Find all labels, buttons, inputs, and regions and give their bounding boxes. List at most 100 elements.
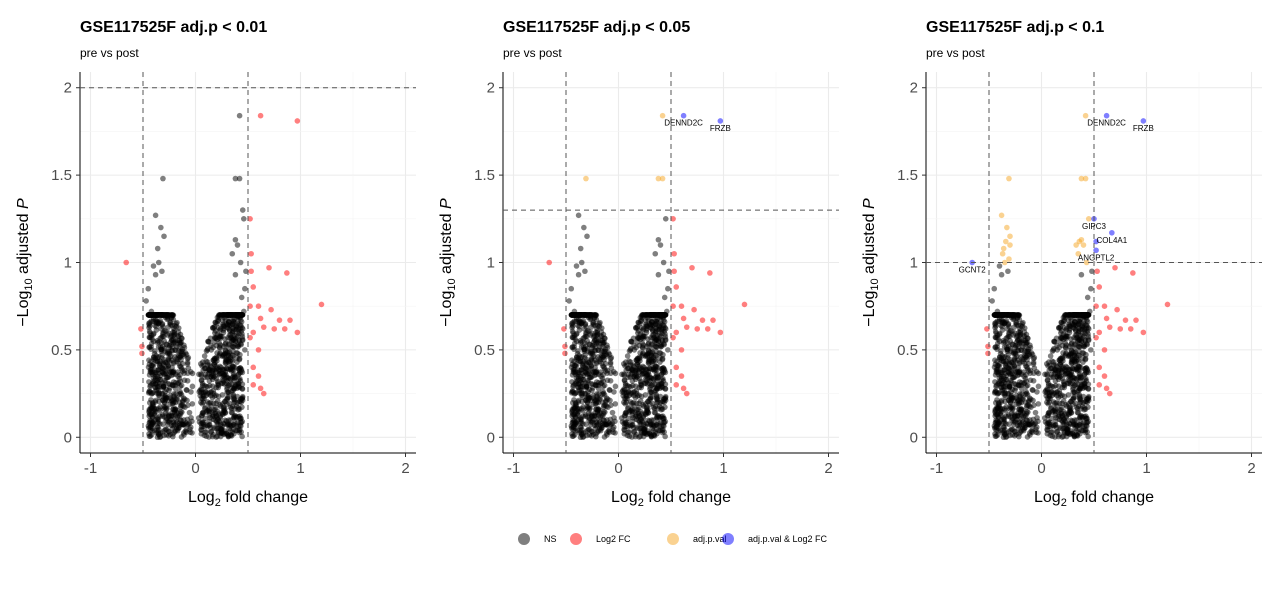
data-point xyxy=(640,333,647,340)
data-point xyxy=(1054,429,1060,435)
data-point xyxy=(621,377,628,384)
data-point xyxy=(645,348,652,354)
data-point xyxy=(226,417,232,423)
data-point xyxy=(612,430,618,436)
data-point xyxy=(653,367,660,373)
legend-label: NS xyxy=(544,534,557,544)
data-point xyxy=(689,264,695,271)
data-point xyxy=(640,345,646,352)
data-point xyxy=(217,345,223,352)
data-point xyxy=(585,404,591,411)
data-point xyxy=(180,422,187,428)
data-point xyxy=(573,363,580,370)
x-tick-label: 2 xyxy=(401,460,409,477)
data-point xyxy=(177,340,184,346)
data-point xyxy=(1071,389,1077,395)
data-point xyxy=(178,434,185,440)
data-point xyxy=(629,400,635,407)
data-point xyxy=(611,369,617,375)
data-point xyxy=(152,409,159,415)
data-point xyxy=(1024,434,1031,440)
data-point xyxy=(202,429,209,435)
data-point xyxy=(160,329,167,336)
data-point xyxy=(1083,415,1090,422)
data-point xyxy=(232,412,239,419)
data-point xyxy=(638,393,645,400)
data-point xyxy=(186,409,193,416)
data-point xyxy=(200,359,206,365)
data-point xyxy=(172,406,179,412)
data-point xyxy=(579,361,585,368)
data-point xyxy=(239,326,246,332)
gene-label: ANGPTL2 xyxy=(1078,253,1115,262)
data-point xyxy=(642,423,649,430)
data-point xyxy=(281,326,288,332)
data-point xyxy=(589,357,595,364)
data-point xyxy=(1067,312,1074,318)
data-point xyxy=(211,339,217,345)
data-point xyxy=(673,382,680,388)
data-point xyxy=(1088,347,1094,353)
data-point xyxy=(185,402,191,409)
data-point xyxy=(219,423,226,430)
data-point xyxy=(151,354,157,360)
data-point xyxy=(179,402,186,408)
data-point xyxy=(1085,216,1092,222)
data-point xyxy=(622,400,628,407)
data-point xyxy=(665,347,671,353)
data-point xyxy=(236,355,243,362)
data-point xyxy=(609,409,616,416)
data-point xyxy=(984,326,990,332)
data-point xyxy=(206,412,213,419)
y-tick-label: 0 xyxy=(487,429,495,446)
data-point xyxy=(123,259,129,266)
data-point xyxy=(631,347,638,353)
data-point xyxy=(181,353,187,359)
data-point xyxy=(1052,412,1059,419)
x-tick-label: 1 xyxy=(296,460,304,477)
data-point xyxy=(664,308,670,315)
data-point xyxy=(176,391,183,397)
data-point xyxy=(997,354,1003,360)
data-point xyxy=(1056,325,1062,331)
data-point xyxy=(673,364,680,371)
data-point xyxy=(1006,256,1012,262)
data-point xyxy=(219,321,226,328)
data-point xyxy=(1052,418,1059,424)
data-point xyxy=(1085,433,1091,440)
data-point xyxy=(678,347,685,353)
data-point xyxy=(680,112,687,119)
data-point xyxy=(645,371,652,378)
data-point xyxy=(1059,384,1066,391)
data-point xyxy=(1101,347,1108,353)
data-point xyxy=(578,375,584,382)
data-point xyxy=(996,402,1002,408)
x-tick-label: -1 xyxy=(930,460,943,477)
x-tick-label: 0 xyxy=(1037,460,1045,477)
data-point xyxy=(1076,387,1082,394)
data-point xyxy=(1006,421,1012,427)
data-point xyxy=(581,346,587,353)
data-point xyxy=(1009,374,1016,381)
data-point xyxy=(576,312,582,318)
data-point xyxy=(583,329,590,336)
data-point xyxy=(150,389,157,396)
data-point xyxy=(619,371,625,378)
data-point xyxy=(996,389,1003,396)
gene-label: DENND2C xyxy=(664,119,703,128)
data-point xyxy=(593,433,599,440)
data-point xyxy=(294,329,301,336)
data-point xyxy=(184,359,191,366)
data-point xyxy=(578,416,585,423)
data-point xyxy=(1050,362,1057,368)
data-point xyxy=(1085,326,1092,332)
data-point xyxy=(661,423,667,429)
data-point xyxy=(996,379,1002,385)
data-point xyxy=(1084,294,1091,301)
data-point xyxy=(169,337,175,344)
data-point xyxy=(284,270,290,276)
data-point xyxy=(156,398,162,405)
data-point xyxy=(294,118,301,124)
data-point xyxy=(657,242,664,248)
data-point xyxy=(220,409,227,415)
